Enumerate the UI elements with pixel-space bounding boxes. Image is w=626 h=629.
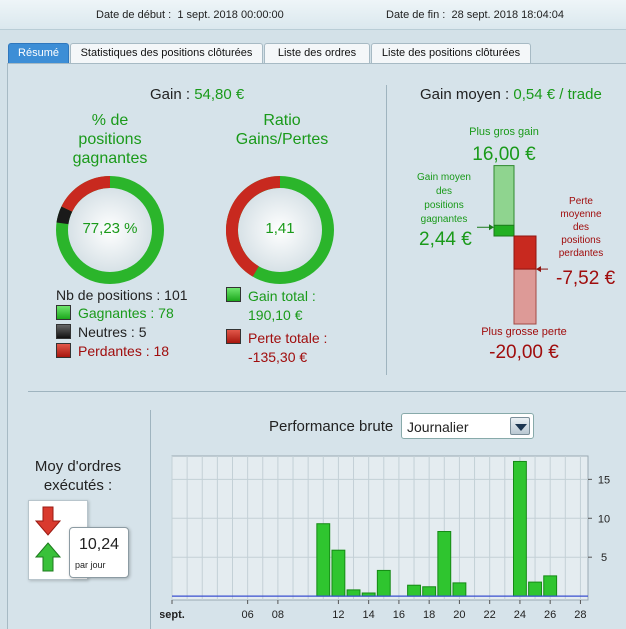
losing-arc	[61, 176, 111, 212]
biggest-loss-value: -20,00 €	[489, 342, 559, 363]
losing-count: Perdantes : 18	[78, 343, 170, 359]
ratio-value: 1,41	[265, 220, 295, 237]
avg-losing-value: -7,52 €	[556, 268, 616, 289]
losing-legend-swatch	[56, 343, 71, 358]
winning-legend-swatch	[56, 305, 71, 320]
chart-x-tick-label: sept.	[160, 609, 185, 621]
chart-bar	[437, 531, 452, 597]
winning-pct-value: 77,23 %	[82, 220, 138, 237]
chart-x-tick-label: 16	[393, 609, 405, 621]
chart-bar	[543, 575, 558, 597]
chart-x-tick-label: 12	[332, 609, 344, 621]
horizontal-divider	[28, 391, 626, 392]
chart-bar	[422, 586, 437, 597]
chevron-down-icon[interactable]	[510, 417, 530, 435]
winning-donut	[56, 176, 164, 284]
orders-per-day-value: 10,24	[78, 536, 120, 553]
start-date: Date de début : 1 sept. 2018 00:00:00	[96, 9, 284, 21]
chart-bar	[316, 523, 331, 597]
buy-sell-arrows-icon	[34, 506, 62, 572]
chart-x-tick-label: 08	[272, 609, 284, 621]
neutral-count: Neutres : 5	[78, 324, 147, 340]
avg-loss-bar	[513, 235, 537, 270]
chart-x-tick-label: 06	[242, 609, 254, 621]
chart-y-tick-label: 15	[598, 474, 610, 486]
biggest-gain-label: Plus gros gain	[469, 126, 539, 138]
avg-gain-bar	[493, 224, 515, 237]
ratio-title: Ratio Gains/Pertes	[235, 112, 329, 148]
winning-pct-title: % de positions gagnantes	[72, 112, 148, 167]
performance-chart: 5 10 15 sept. 06 08 12 14 16 18 20 22 24 26 28	[160, 455, 610, 621]
chart-x-tick-label: 28	[574, 609, 586, 621]
tab-orders[interactable]: Liste des ordres	[264, 43, 370, 64]
loss-total: Perte totale : -135,30 €	[248, 330, 328, 365]
period-select-value: Journalier	[407, 419, 469, 435]
avg-loss-arrowhead	[536, 266, 541, 273]
chart-bar	[452, 582, 467, 597]
avg-winning-label: Gain moyen des positions gagnantes	[417, 172, 471, 225]
average-gain-title: Gain moyen : 0,54 € / trade	[420, 86, 602, 103]
positions-count: Nb de positions : 101	[56, 287, 188, 303]
chart-x-tick-label: 22	[484, 609, 496, 621]
loss-total-swatch	[226, 329, 241, 344]
performance-title: Performance brute	[269, 418, 394, 435]
chart-y-tick-label: 10	[598, 513, 610, 525]
chart-bar	[407, 584, 421, 597]
avg-losing-label: Perte moyenne des positions perdantes	[558, 196, 604, 259]
end-date: Date de fin : 28 sept. 2018 18:04:04	[386, 9, 564, 21]
chart-x-tick-label: 20	[453, 609, 465, 621]
tab-closed-positions[interactable]: Liste des positions clôturées	[371, 43, 531, 64]
chart-x-tick-label: 14	[363, 609, 375, 621]
winning-count: Gagnantes : 78	[78, 305, 174, 321]
ratio-donut	[226, 176, 334, 284]
date-range-bar: Date de début : 1 sept. 2018 00:00:00 Da…	[0, 0, 626, 30]
orders-per-day-unit: par jour	[75, 560, 106, 570]
gain-total-swatch	[226, 287, 241, 302]
bottom-divider	[150, 410, 151, 629]
chart-bar	[346, 589, 361, 597]
gain-loss-scale	[477, 165, 548, 325]
chart-x-tick-label: 18	[423, 609, 435, 621]
neutral-arc	[56, 206, 73, 225]
tab-closed-stats[interactable]: Statistiques des positions clôturées	[70, 43, 263, 64]
gain-total: Gain total : 190,10 €	[248, 288, 316, 323]
chart-y-tick-label: 5	[601, 552, 607, 564]
period-select[interactable]: Journalier	[401, 413, 534, 439]
biggest-loss-label: Plus grosse perte	[481, 326, 567, 338]
chart-bar	[512, 460, 527, 597]
tab-resume[interactable]: Résumé	[8, 43, 69, 64]
chart-bar	[376, 569, 391, 597]
avg-winning-value: 2,44 €	[419, 229, 472, 250]
orders-title: Moy d'ordres exécutés :	[34, 458, 122, 494]
biggest-gain-value: 16,00 €	[472, 144, 536, 165]
chart-bar	[331, 549, 346, 597]
section-divider	[386, 85, 387, 375]
chart-x-tick-label: 26	[544, 609, 556, 621]
chart-x-tick-label: 24	[514, 609, 526, 621]
neutral-legend-swatch	[56, 324, 71, 339]
losses-arc	[226, 176, 281, 277]
winning-arc	[56, 176, 164, 284]
chart-bar	[528, 581, 542, 597]
orders-per-day-card: 10,24 par jour	[69, 527, 129, 578]
gain-summary: Gain : 54,80 €	[150, 86, 245, 103]
avg-gain-arrowhead	[489, 224, 494, 231]
